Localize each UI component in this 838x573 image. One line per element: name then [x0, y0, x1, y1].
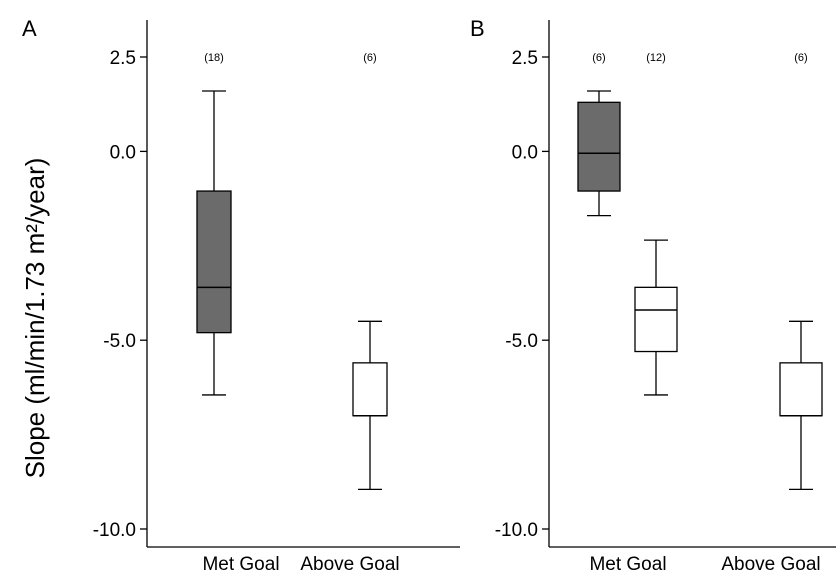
y-tick-label: 0.0	[512, 142, 538, 163]
box-body	[577, 101, 621, 192]
panel-label: B	[470, 16, 485, 41]
x-tick-label: Above Goal	[721, 554, 820, 573]
y-tick-label: -5.0	[103, 331, 136, 352]
box-plot: (6)	[577, 52, 621, 217]
y-tick-label: 0.0	[110, 142, 136, 163]
y-tick-label: -10.0	[93, 520, 136, 541]
sample-size-label: (6)	[592, 52, 605, 64]
box-body	[196, 190, 232, 334]
y-tick-label: 2.5	[512, 48, 538, 69]
panel-a: A 2.5 0.0 -5.0 -10.0 (18) (6) Met Goal Above…	[22, 16, 460, 573]
sample-size-label: (12)	[646, 52, 666, 64]
box-body	[634, 286, 678, 353]
x-tick-label: Met Goal	[202, 554, 279, 573]
box-plot: (18)	[196, 52, 232, 396]
box-plot: (12)	[634, 52, 678, 396]
box-plot: (6)	[352, 52, 388, 491]
sample-size-label: (18)	[204, 52, 224, 64]
panel-b: B 2.5 0.0 -5.0 -10.0 (6) (12) (6) Met Goal Ab…	[470, 16, 836, 573]
x-tick-label: Met Goal	[589, 554, 666, 573]
y-axis-title: Slope (ml/min/1.73 m²/year)	[20, 158, 50, 479]
y-tick-label: 2.5	[110, 48, 136, 69]
box-body	[779, 362, 823, 417]
box-plot: (6)	[779, 52, 823, 491]
sample-size-label: (6)	[794, 52, 807, 64]
y-tick-label: -5.0	[505, 331, 538, 352]
y-tick-label: -10.0	[495, 520, 538, 541]
sample-size-label: (6)	[363, 52, 376, 64]
x-tick-label: Above Goal	[300, 554, 399, 573]
box-body	[352, 362, 388, 417]
panel-label: A	[22, 16, 37, 41]
